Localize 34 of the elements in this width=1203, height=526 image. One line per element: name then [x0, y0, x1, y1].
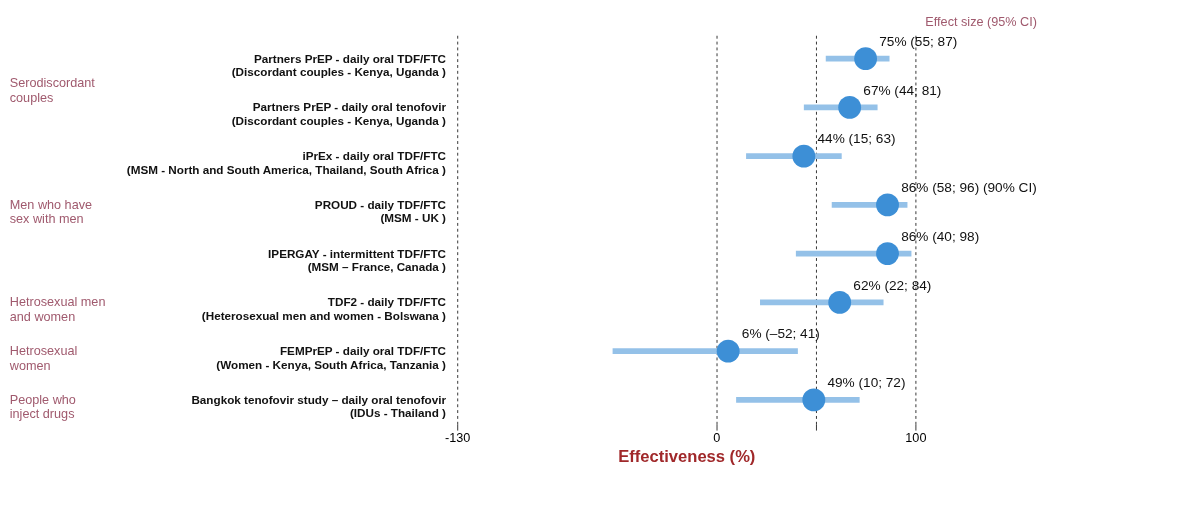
data-label: 44% (15; 63)	[817, 131, 896, 147]
y-tick-label: Partners PrEP - daily oral tenofovir (Discordant couples - Kenya, Uganda )	[231, 100, 447, 127]
data-label: 6% (–52; 41)	[741, 326, 820, 342]
y-tick-label: Partners PrEP - daily oral TDF/FTC (Discordant couples - Kenya, Uganda )	[231, 51, 447, 79]
point	[802, 388, 826, 412]
data-label: 86% (58; 96) (90% CI)	[901, 180, 1037, 196]
text: Effect size (95% CI)	[925, 14, 1037, 29]
point	[838, 96, 862, 119]
y-tick-label: iPrEx - daily oral TDF/FTC (MSM - North and South America, Thailand, South Africa )	[126, 149, 447, 176]
point	[716, 339, 740, 363]
y-tick-label: IPERGAY - intermittent TDF/FTC (MSM – France, Canada )	[268, 246, 447, 274]
y-tick-label: TDF2 - daily TDF/FTC (Heterosexual men and women - Bolswana )	[201, 295, 447, 322]
point	[876, 193, 899, 217]
text: Hetrosexual men and women	[9, 295, 106, 324]
y-tick-label: FEMPrEP - daily oral TDF/FTC (Women - Kenya, South Africa, Tanzania )	[216, 344, 447, 371]
text: People who inject drugs	[9, 392, 76, 422]
text: Hetrosexual women	[8, 344, 78, 373]
data-label: 75% (55; 87)	[879, 34, 958, 49]
text: Men who have sex with men	[9, 197, 93, 227]
point	[854, 47, 878, 71]
y-tick-label: PROUD - daily TDF/FTC (MSM - UK )	[314, 197, 447, 225]
x-tick-label: 0	[713, 431, 721, 446]
data-label: 62% (22; 84)	[853, 277, 932, 293]
point	[792, 144, 816, 168]
data-label: 86% (40; 98)	[901, 228, 980, 244]
data-label: 49% (10; 72)	[827, 375, 906, 391]
x-tick-label: -130	[445, 431, 471, 446]
y-tick-label: Bangkok tenofovir study – daily oral tenofovir (IDUs - Thailand )	[191, 392, 447, 420]
data-label: 67% (44; 81)	[863, 82, 942, 98]
point	[876, 242, 899, 266]
x-tick-label: 100	[905, 431, 927, 446]
point	[828, 290, 852, 314]
x-axis-title: Effectiveness (%)	[618, 446, 756, 466]
text: Serodiscordant couples	[9, 75, 96, 105]
